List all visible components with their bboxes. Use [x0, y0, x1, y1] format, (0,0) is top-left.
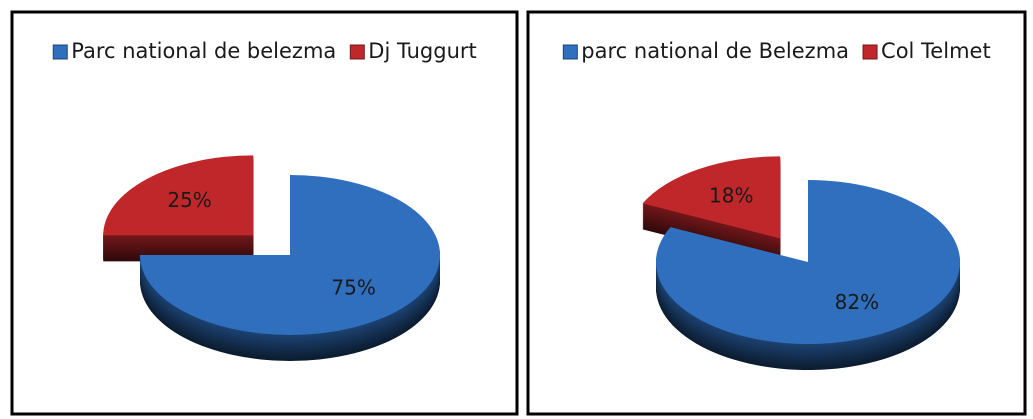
value-label: 75%	[331, 275, 375, 299]
legend-swatch	[862, 44, 878, 60]
legend-swatch	[562, 44, 578, 60]
legend-label: Col Telmet	[881, 39, 991, 63]
slice	[642, 156, 781, 239]
slice	[655, 180, 961, 344]
legend-label: Parc national de belezma	[71, 39, 336, 63]
value-label: 82%	[835, 290, 879, 314]
legend-swatch	[349, 44, 365, 60]
legend-label: Dj Tuggurt	[368, 39, 476, 63]
panel-border	[10, 10, 519, 416]
panel-border	[526, 10, 1027, 416]
legend-swatch	[52, 44, 68, 60]
value-label: 18%	[709, 183, 753, 207]
legend-label: parc national de Belezma	[581, 39, 849, 63]
slice	[103, 155, 254, 236]
value-label: 25%	[167, 188, 211, 212]
slice	[140, 175, 440, 335]
